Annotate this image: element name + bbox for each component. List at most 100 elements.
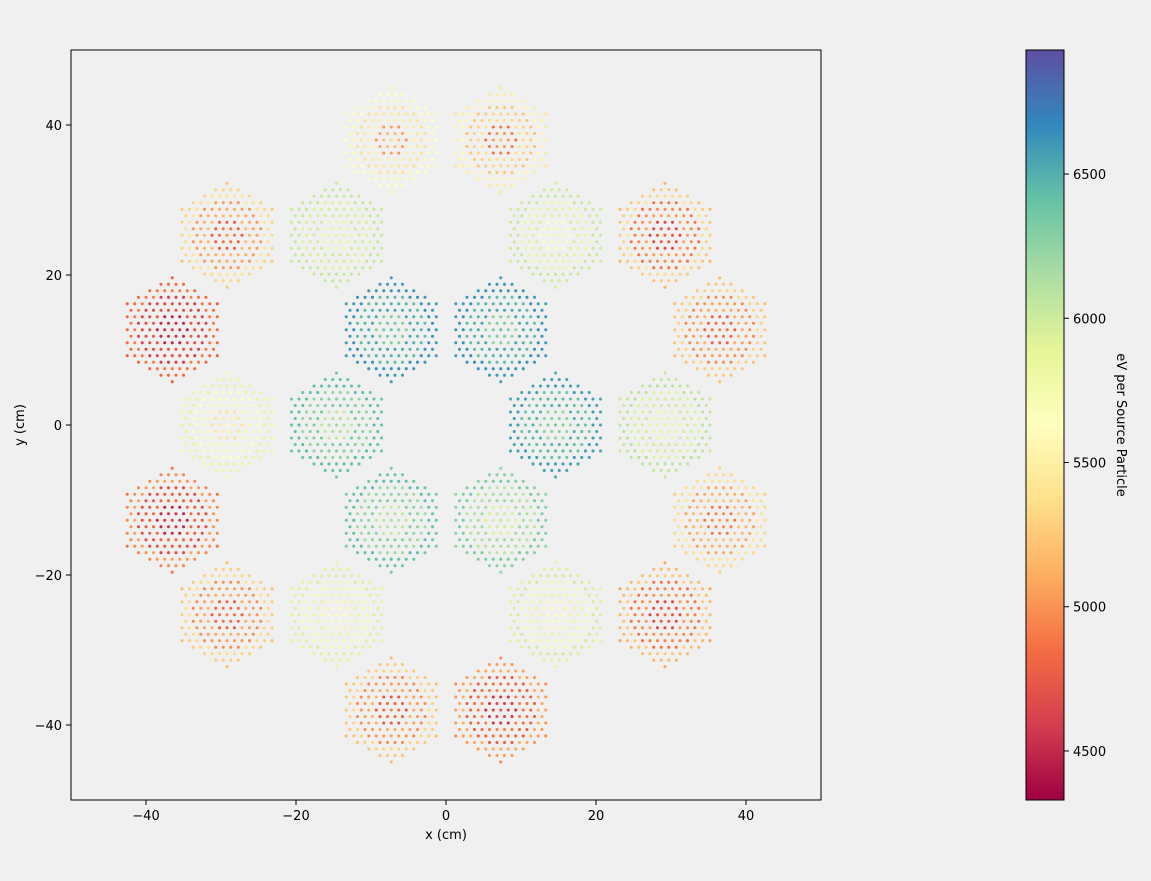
- pin-point: [469, 492, 473, 496]
- pin-point: [363, 360, 367, 364]
- pin-point: [506, 354, 510, 358]
- pin-point: [729, 360, 733, 364]
- pin-point: [523, 639, 528, 643]
- pin-point: [583, 449, 588, 453]
- pin-point: [521, 302, 525, 306]
- pin-point: [202, 423, 207, 427]
- pin-point: [352, 708, 356, 712]
- pin-point: [389, 315, 393, 319]
- pin-point: [355, 701, 360, 706]
- pin-point: [729, 308, 733, 312]
- pin-point: [622, 429, 626, 434]
- pin-point: [247, 436, 252, 440]
- pin-point: [697, 442, 701, 447]
- pin-point: [308, 429, 312, 434]
- pin-point: [372, 449, 376, 453]
- pin-point: [312, 639, 316, 643]
- pin-point: [400, 473, 405, 477]
- pin-point: [510, 538, 514, 542]
- pin-point: [259, 632, 263, 636]
- pin-point: [202, 397, 207, 401]
- pin-point: [221, 390, 225, 395]
- pin-point: [316, 606, 320, 610]
- pin-point: [521, 177, 525, 181]
- pin-point: [682, 266, 686, 270]
- pin-point: [637, 214, 641, 218]
- pin-point: [591, 246, 595, 250]
- pin-point: [544, 682, 548, 686]
- pin-point: [151, 499, 156, 503]
- pin-point: [476, 721, 480, 725]
- pin-point: [561, 652, 565, 656]
- pin-point: [557, 403, 561, 408]
- pin-point: [378, 308, 382, 312]
- pin-point: [397, 682, 401, 686]
- pin-point: [536, 341, 540, 345]
- pin-point: [480, 131, 484, 136]
- pin-point: [202, 639, 207, 643]
- pin-point: [542, 429, 546, 434]
- pin-point: [378, 538, 382, 542]
- pin-point: [517, 714, 522, 719]
- pin-point: [469, 151, 473, 155]
- pin-point: [270, 613, 274, 617]
- pin-point: [598, 639, 603, 643]
- pin-point: [525, 334, 529, 338]
- pin-point: [415, 144, 420, 149]
- pin-point: [210, 220, 214, 224]
- pin-point: [495, 675, 499, 680]
- pin-point: [393, 321, 397, 325]
- pin-point: [700, 449, 705, 453]
- pin-point: [652, 658, 656, 662]
- pin-point: [312, 449, 316, 453]
- pin-point: [553, 410, 558, 414]
- pin-point: [174, 525, 178, 529]
- pin-point: [457, 308, 462, 312]
- pin-point: [427, 151, 431, 155]
- pin-point: [262, 626, 267, 630]
- pin-point: [312, 194, 316, 198]
- pin-point: [327, 639, 331, 643]
- pin-point: [397, 544, 401, 548]
- pin-point: [185, 341, 189, 345]
- pin-point: [568, 613, 573, 617]
- pin-point: [695, 341, 699, 345]
- pin-point: [181, 512, 186, 516]
- pin-point: [400, 347, 405, 351]
- pin-point: [357, 259, 361, 263]
- pin-point: [598, 626, 603, 630]
- pin-point: [397, 112, 401, 116]
- pin-point: [523, 410, 528, 414]
- pin-point: [196, 512, 201, 516]
- pin-point: [180, 626, 184, 630]
- pin-point: [385, 486, 390, 490]
- pin-point: [565, 253, 569, 257]
- pin-point: [674, 606, 678, 610]
- pin-point: [706, 486, 711, 490]
- pin-point: [508, 626, 513, 630]
- pin-point: [312, 462, 316, 466]
- pin-point: [733, 289, 737, 293]
- pin-point: [204, 347, 208, 351]
- pin-point: [557, 416, 561, 421]
- pin-point: [374, 125, 378, 129]
- pin-point: [419, 544, 423, 548]
- pin-point: [195, 233, 199, 237]
- pin-point: [357, 639, 361, 643]
- pin-point: [178, 505, 182, 509]
- pin-point: [159, 473, 163, 477]
- pin-point: [400, 688, 405, 693]
- pin-point: [427, 505, 431, 509]
- pin-point: [259, 240, 263, 244]
- assembly-2: [454, 86, 548, 194]
- pin-point: [374, 367, 378, 371]
- pin-point: [512, 253, 516, 257]
- pin-point: [678, 410, 682, 414]
- pin-point: [553, 587, 558, 591]
- pin-point: [531, 272, 535, 276]
- pin-point: [740, 328, 744, 332]
- pin-point: [334, 449, 339, 453]
- pin-point: [550, 442, 554, 447]
- pin-point: [532, 512, 537, 516]
- pin-point: [565, 266, 569, 270]
